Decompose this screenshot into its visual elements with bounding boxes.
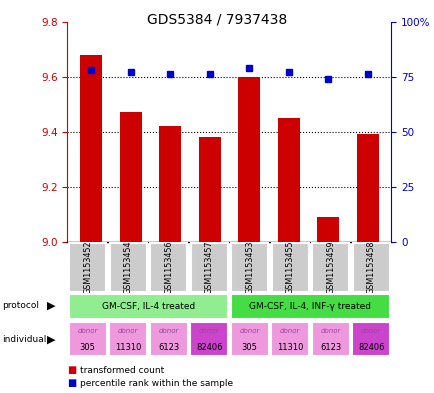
Text: donor: donor bbox=[279, 329, 300, 334]
Text: ▶: ▶ bbox=[47, 334, 56, 344]
Bar bbox=[69, 294, 228, 319]
Bar bbox=[80, 55, 102, 242]
Bar bbox=[230, 243, 268, 292]
Bar bbox=[190, 243, 227, 292]
Bar bbox=[150, 243, 187, 292]
Text: GM-CSF, IL-4, INF-γ treated: GM-CSF, IL-4, INF-γ treated bbox=[249, 302, 371, 311]
Text: donor: donor bbox=[118, 329, 138, 334]
Bar bbox=[109, 243, 147, 292]
Bar bbox=[69, 322, 106, 356]
Text: GSM1153457: GSM1153457 bbox=[204, 241, 213, 294]
Bar bbox=[230, 294, 389, 319]
Text: 6123: 6123 bbox=[319, 343, 341, 352]
Text: percentile rank within the sample: percentile rank within the sample bbox=[80, 379, 233, 387]
Bar bbox=[277, 118, 299, 242]
Text: donor: donor bbox=[199, 329, 219, 334]
Text: 82406: 82406 bbox=[357, 343, 384, 352]
Text: GSM1153459: GSM1153459 bbox=[326, 241, 335, 294]
Text: donor: donor bbox=[77, 329, 98, 334]
Text: GSM1153455: GSM1153455 bbox=[285, 241, 294, 294]
Text: GDS5384 / 7937438: GDS5384 / 7937438 bbox=[147, 13, 287, 27]
Bar bbox=[109, 322, 147, 356]
Text: GSM1153454: GSM1153454 bbox=[123, 241, 132, 294]
Text: donor: donor bbox=[320, 329, 340, 334]
Text: transformed count: transformed count bbox=[80, 366, 164, 375]
Text: GSM1153453: GSM1153453 bbox=[245, 241, 253, 294]
Text: GSM1153458: GSM1153458 bbox=[366, 241, 375, 294]
Text: donor: donor bbox=[360, 329, 381, 334]
Bar bbox=[311, 322, 349, 356]
Text: 305: 305 bbox=[79, 343, 95, 352]
Bar bbox=[69, 243, 106, 292]
Text: 82406: 82406 bbox=[195, 343, 222, 352]
Text: ■: ■ bbox=[67, 378, 76, 388]
Bar bbox=[238, 77, 260, 242]
Bar bbox=[190, 322, 228, 356]
Text: 11310: 11310 bbox=[276, 343, 303, 352]
Text: donor: donor bbox=[158, 329, 178, 334]
Text: donor: donor bbox=[239, 329, 259, 334]
Text: GSM1153452: GSM1153452 bbox=[83, 241, 92, 294]
Text: 6123: 6123 bbox=[158, 343, 179, 352]
Text: protocol: protocol bbox=[2, 301, 39, 310]
Bar bbox=[230, 322, 268, 356]
Bar bbox=[356, 134, 378, 242]
Bar bbox=[198, 137, 220, 242]
Text: individual: individual bbox=[2, 335, 46, 343]
Bar bbox=[317, 217, 339, 242]
Text: ■: ■ bbox=[67, 365, 76, 375]
Bar bbox=[352, 322, 389, 356]
Text: GM-CSF, IL-4 treated: GM-CSF, IL-4 treated bbox=[102, 302, 194, 311]
Text: ▶: ▶ bbox=[47, 301, 56, 311]
Bar bbox=[159, 126, 181, 242]
Bar bbox=[271, 243, 308, 292]
Text: 305: 305 bbox=[241, 343, 257, 352]
Text: GSM1153456: GSM1153456 bbox=[164, 241, 173, 294]
Text: 11310: 11310 bbox=[115, 343, 141, 352]
Bar bbox=[270, 322, 309, 356]
Bar bbox=[149, 322, 187, 356]
Bar bbox=[119, 112, 141, 242]
Bar bbox=[352, 243, 389, 292]
Bar bbox=[311, 243, 349, 292]
